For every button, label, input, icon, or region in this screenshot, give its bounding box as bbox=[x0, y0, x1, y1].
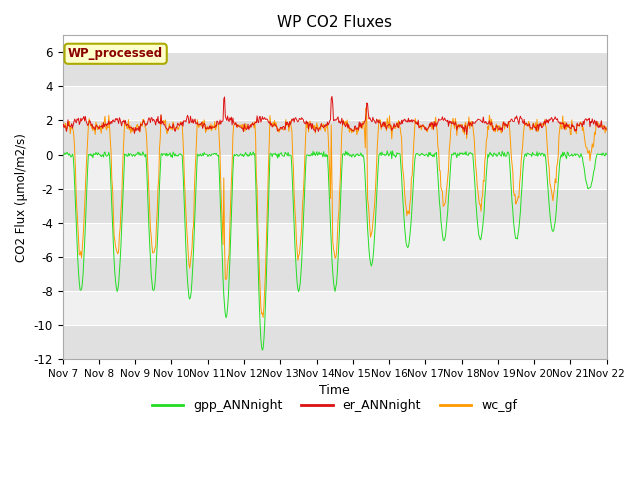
Bar bbox=[63, 52, 607, 86]
Bar bbox=[63, 257, 607, 291]
Text: WP_processed: WP_processed bbox=[68, 47, 163, 60]
Title: WP CO2 Fluxes: WP CO2 Fluxes bbox=[277, 15, 392, 30]
Y-axis label: CO2 Flux (μmol/m2/s): CO2 Flux (μmol/m2/s) bbox=[15, 132, 28, 262]
Bar bbox=[63, 223, 607, 257]
Bar bbox=[63, 291, 607, 325]
Bar bbox=[63, 325, 607, 359]
Bar bbox=[63, 86, 607, 120]
Bar bbox=[63, 120, 607, 155]
Bar bbox=[63, 155, 607, 189]
Bar bbox=[63, 189, 607, 223]
X-axis label: Time: Time bbox=[319, 384, 350, 397]
Legend: gpp_ANNnight, er_ANNnight, wc_gf: gpp_ANNnight, er_ANNnight, wc_gf bbox=[147, 395, 522, 418]
